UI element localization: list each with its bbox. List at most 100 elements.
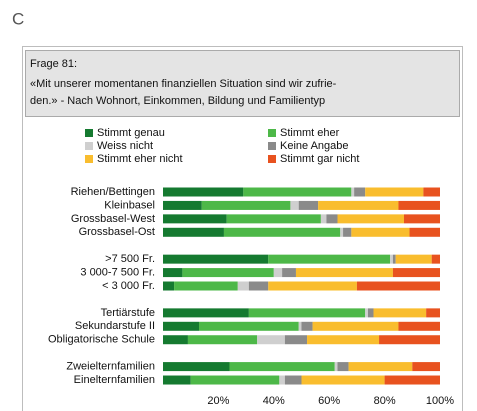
bar-segment bbox=[351, 187, 355, 197]
bar-segment bbox=[229, 362, 335, 372]
bar-segment bbox=[318, 200, 399, 210]
bar-segment bbox=[412, 362, 440, 372]
chart-title: Frage 81: bbox=[30, 58, 77, 70]
bar-segment bbox=[163, 375, 191, 385]
subtitle-line: «Mit unserer momentanen finanziellen Sit… bbox=[30, 78, 337, 90]
legend-swatch bbox=[268, 129, 276, 137]
bar-segment bbox=[367, 308, 374, 318]
x-tick-label: 40% bbox=[263, 395, 285, 407]
y-tick-label: Grossbasel-Ost bbox=[79, 226, 155, 238]
bar-segment bbox=[423, 187, 440, 197]
bar-segment bbox=[163, 335, 188, 345]
bar-segment bbox=[163, 362, 230, 372]
bar-segment bbox=[301, 321, 313, 331]
bar-segment bbox=[343, 227, 352, 237]
bar-segment bbox=[163, 308, 249, 318]
bar-segment bbox=[268, 281, 357, 291]
legend-swatch bbox=[85, 155, 93, 163]
bar-segment bbox=[337, 362, 349, 372]
legend-swatch bbox=[268, 155, 276, 163]
bar-segment bbox=[163, 187, 244, 197]
bar-segment bbox=[395, 254, 432, 264]
y-tick-label: Grossbasel-West bbox=[71, 213, 155, 225]
bar-segment bbox=[356, 281, 440, 291]
bar-segment bbox=[248, 281, 269, 291]
legend-swatch bbox=[268, 142, 276, 150]
bar-segment bbox=[326, 214, 338, 224]
bar-segment bbox=[199, 321, 299, 331]
bar-segment bbox=[268, 254, 391, 264]
x-tick-label: 60% bbox=[318, 395, 340, 407]
bar-segment bbox=[187, 335, 258, 345]
bar-segment bbox=[337, 214, 404, 224]
legend-label: Weiss nicht bbox=[97, 140, 153, 152]
bar-segment bbox=[348, 362, 413, 372]
bar-segment bbox=[163, 254, 269, 264]
bar-segment bbox=[426, 308, 440, 318]
bar-segment bbox=[320, 214, 327, 224]
bar-segment bbox=[334, 362, 338, 372]
y-tick-label: Tertiärstufe bbox=[101, 307, 155, 319]
bar-segment bbox=[340, 227, 344, 237]
bar-segment bbox=[298, 321, 302, 331]
x-tick-label: 80% bbox=[374, 395, 396, 407]
bar-segment bbox=[379, 335, 440, 345]
panel-label: C bbox=[12, 9, 24, 28]
bar-segment bbox=[312, 321, 399, 331]
bar-segment bbox=[237, 281, 249, 291]
legend-swatch bbox=[85, 142, 93, 150]
y-tick-label: Kleinbasel bbox=[104, 199, 155, 211]
y-tick-label: Sekundarstufe II bbox=[75, 320, 155, 332]
bar-segment bbox=[174, 281, 238, 291]
bar-segment bbox=[282, 268, 296, 278]
header-box bbox=[25, 50, 460, 117]
bar-segment bbox=[403, 214, 440, 224]
bar-segment bbox=[243, 187, 352, 197]
bar-segment bbox=[163, 281, 175, 291]
bar-segment bbox=[373, 308, 427, 318]
subtitle-line: den.» - Nach Wohnort, Einkommen, Bildung… bbox=[30, 95, 325, 107]
bar-segment bbox=[182, 268, 274, 278]
bar-segment bbox=[398, 200, 440, 210]
bar-segment bbox=[365, 308, 368, 318]
legend-label: Stimmt gar nicht bbox=[280, 153, 359, 165]
bar-segment bbox=[392, 254, 396, 264]
legend-label: Stimmt eher nicht bbox=[97, 153, 183, 165]
bar-segment bbox=[163, 268, 183, 278]
bar-segment bbox=[248, 308, 366, 318]
y-tick-label: 3 000-7 500 Fr. bbox=[80, 266, 155, 278]
legend-label: Keine Angabe bbox=[280, 140, 349, 152]
bar-segment bbox=[298, 200, 319, 210]
bar-segment bbox=[384, 375, 440, 385]
y-tick-label: Riehen/Bettingen bbox=[71, 186, 155, 198]
legend-swatch bbox=[85, 129, 93, 137]
bar-segment bbox=[163, 227, 224, 237]
y-tick-label: Einelternfamilien bbox=[74, 374, 155, 386]
bar-segment bbox=[290, 200, 299, 210]
bar-segment bbox=[257, 335, 285, 345]
bar-segment bbox=[365, 187, 424, 197]
bar-segment bbox=[201, 200, 291, 210]
y-tick-label: Zweielternfamilien bbox=[66, 360, 155, 372]
bar-segment bbox=[398, 321, 440, 331]
legend-label: Stimmt eher bbox=[280, 127, 340, 139]
bar-segment bbox=[392, 268, 440, 278]
bar-segment bbox=[273, 268, 283, 278]
bar-segment bbox=[431, 254, 440, 264]
bar-segment bbox=[295, 268, 393, 278]
bar-segment bbox=[284, 375, 302, 385]
x-tick-label: 100% bbox=[426, 395, 454, 407]
legend-label: Stimmt genau bbox=[97, 127, 165, 139]
x-tick-label: 20% bbox=[207, 395, 229, 407]
bar-segment bbox=[354, 187, 366, 197]
bar-segment bbox=[351, 227, 410, 237]
y-tick-label: >7 500 Fr. bbox=[105, 253, 155, 265]
bar-segment bbox=[307, 335, 380, 345]
bar-segment bbox=[226, 214, 321, 224]
bar-segment bbox=[223, 227, 341, 237]
bar-segment bbox=[190, 375, 280, 385]
bar-segment bbox=[163, 200, 202, 210]
y-tick-label: < 3 000 Fr. bbox=[102, 280, 155, 292]
bar-segment bbox=[163, 214, 227, 224]
